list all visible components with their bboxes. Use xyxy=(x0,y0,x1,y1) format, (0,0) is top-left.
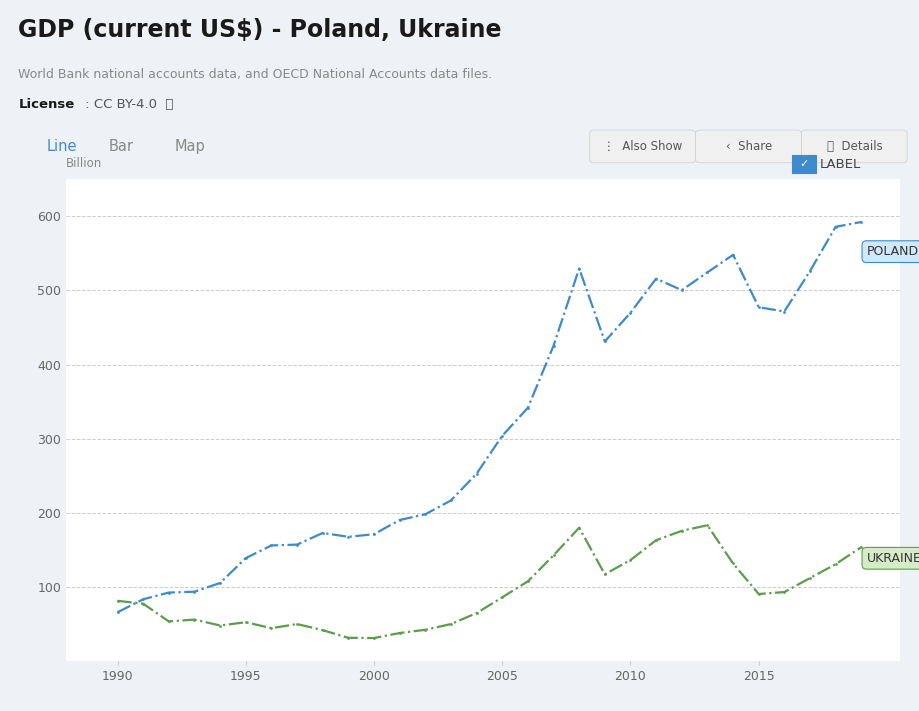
Text: World Bank national accounts data, and OECD National Accounts data files.: World Bank national accounts data, and O… xyxy=(18,68,492,80)
Text: ⋮  Also Show: ⋮ Also Show xyxy=(603,140,682,153)
Text: Billion: Billion xyxy=(65,157,101,171)
Text: ✓: ✓ xyxy=(799,159,808,169)
Text: : CC BY-4.0  ⓘ: : CC BY-4.0 ⓘ xyxy=(81,98,174,111)
Text: Map: Map xyxy=(175,139,206,154)
Text: Line: Line xyxy=(46,139,77,154)
Text: POLAND: POLAND xyxy=(866,245,917,258)
Text: License: License xyxy=(18,98,74,111)
Text: ⓘ  Details: ⓘ Details xyxy=(826,140,881,153)
Text: UKRAINE: UKRAINE xyxy=(866,552,919,565)
Text: GDP (current US$) - Poland, Ukraine: GDP (current US$) - Poland, Ukraine xyxy=(18,18,502,42)
Text: Bar: Bar xyxy=(108,139,134,154)
Text: LABEL: LABEL xyxy=(819,158,860,171)
Text: ‹  Share: ‹ Share xyxy=(725,140,771,153)
